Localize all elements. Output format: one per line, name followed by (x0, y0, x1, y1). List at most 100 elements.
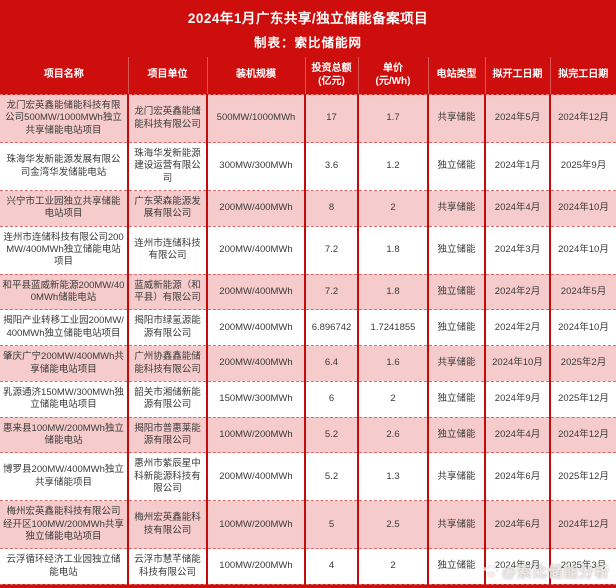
column-header-scale: 装机规模 (207, 57, 306, 95)
cell-investment: 7.2 (305, 226, 359, 275)
cell-completion-date: 2025年3月 (550, 548, 616, 585)
cell-project-name: 连州市连储科技有限公司200MW/400MWh独立储能电站项目 (0, 226, 129, 275)
cell-project-unit: 广州协鑫鑫能储能科技有限公司 (128, 345, 208, 382)
cell-unit-price: 1.7241855 (358, 309, 429, 347)
table-row: 惠来县100MW/200MWh独立储能电站 揭阳市普惠莱能源有限公司 100MW/2… (0, 417, 616, 454)
cell-project-name: 珠海华发新能源发展有限公司金湾华发储能电站 (0, 142, 129, 192)
cell-project-unit: 蓝威新能源（和平县）有限公司 (128, 274, 208, 311)
cell-installed-scale: 200MW/400MWh (207, 452, 306, 502)
cell-station-type: 共享储能 (428, 190, 486, 227)
cell-project-unit: 梅州宏英鑫能科技有限公司 (128, 500, 208, 550)
page-subtitle: 制表：索比储能网 (253, 35, 362, 50)
column-header-end: 拟完工日期 (550, 57, 616, 95)
cell-investment: 5.2 (305, 417, 359, 454)
cell-project-name: 肇庆广宁200MW/400MWh共享储能电站项目 (0, 345, 129, 382)
cell-start-date: 2024年6月 (485, 500, 551, 550)
table-row: 肇庆广宁200MW/400MWh共享储能电站项目 广州协鑫鑫能储能科技有限公司 20… (0, 345, 616, 382)
column-header-unit: 项目单位 (128, 57, 208, 95)
cell-project-unit: 珠海华发新能源建设运营有限公司 (128, 142, 208, 192)
cell-installed-scale: 200MW/400MWh (207, 309, 306, 347)
cell-completion-date: 2024年12月 (550, 94, 616, 144)
cell-project-unit: 广东荣森能源发展有限公司 (128, 190, 208, 227)
cell-unit-price: 1.8 (358, 274, 429, 311)
cell-project-unit: 龙门宏英鑫能储能科技有限公司 (128, 94, 208, 144)
table-row: 云浮循环经济工业园独立储能电站 云浮市慧芊储能科技有限公司 100MW/200MWh… (0, 548, 616, 585)
cell-completion-date: 2025年2月 (550, 345, 616, 382)
column-header-type: 电站类型 (428, 57, 486, 95)
cell-station-type: 共享储能 (428, 345, 486, 382)
cell-installed-scale: 200MW/400MWh (207, 345, 306, 382)
cell-unit-price: 1.3 (358, 452, 429, 502)
cell-completion-date: 2024年5月 (550, 274, 616, 311)
cell-completion-date: 2024年10月 (550, 226, 616, 275)
cell-installed-scale: 100MW/200MWh (207, 417, 306, 454)
projects-table: 项目名称 项目单位 装机规模 投资总额 (亿元) 单价 (元/Wh) 电站类型 拟开工日期 拟完工… (0, 57, 616, 585)
table-row: 乳源通济150MW/300MWh独立储能电站项目 韶关市湘储新能源有限公司 150M… (0, 381, 616, 418)
table-row: 龙门宏英鑫能储能科技有限公司500MW/1000MWh独立共享储能电站项目 龙门宏… (0, 94, 616, 144)
cell-start-date: 2024年10月 (485, 345, 551, 382)
cell-investment: 7.2 (305, 274, 359, 311)
cell-unit-price: 2 (358, 190, 429, 227)
cell-station-type: 独立储能 (428, 309, 486, 347)
table-row: 连州市连储科技有限公司200MW/400MWh独立储能电站项目 连州市连储科技有限… (0, 226, 616, 275)
cell-start-date: 2024年2月 (485, 309, 551, 347)
cell-project-unit: 揭阳市普惠莱能源有限公司 (128, 417, 208, 454)
cell-station-type: 独立储能 (428, 274, 486, 311)
cell-investment: 5 (305, 500, 359, 550)
cell-project-name: 和平县蓝威新能源200MW/400MWh储能电站 (0, 274, 129, 311)
column-header-price: 单价 (元/Wh) (358, 57, 429, 95)
cell-investment: 3.6 (305, 142, 359, 192)
cell-installed-scale: 500MW/1000MWh (207, 94, 306, 144)
cell-unit-price: 1.7 (358, 94, 429, 144)
cell-station-type: 独立储能 (428, 381, 486, 418)
cell-installed-scale: 200MW/400MWh (207, 190, 306, 227)
cell-project-unit: 揭阳市绿氢源能源有限公司 (128, 309, 208, 347)
cell-station-type: 独立储能 (428, 548, 486, 585)
table-row: 兴宁市工业园独立共享储能电站项目 广东荣森能源发展有限公司 200MW/400MWh… (0, 190, 616, 227)
cell-start-date: 2024年4月 (485, 417, 551, 454)
table-row: 梅州宏英鑫能科技有限公司经开区100MW/200MWh共享独立储能电站项目 梅州宏… (0, 500, 616, 550)
cell-station-type: 共享储能 (428, 500, 486, 550)
cell-start-date: 2024年3月 (485, 226, 551, 275)
cell-unit-price: 1.8 (358, 226, 429, 275)
cell-unit-price: 2.6 (358, 417, 429, 454)
cell-completion-date: 2024年12月 (550, 500, 616, 550)
cell-investment: 6 (305, 381, 359, 418)
cell-unit-price: 1.2 (358, 142, 429, 192)
table-row: 和平县蓝威新能源200MW/400MWh储能电站 蓝威新能源（和平县）有限公司 20… (0, 274, 616, 311)
cell-project-unit: 云浮市慧芊储能科技有限公司 (128, 548, 208, 585)
table-row: 揭阳产业转移工业园200MW/400MWh独立储能电站项目 揭阳市绿氢源能源有限公… (0, 309, 616, 347)
cell-project-unit: 惠州市紫辰星中科新能源科技有限公司 (128, 452, 208, 502)
column-header-name: 项目名称 (0, 57, 129, 95)
cell-station-type: 独立储能 (428, 142, 486, 192)
cell-unit-price: 2 (358, 548, 429, 585)
cell-installed-scale: 300MW/300MWh (207, 142, 306, 192)
cell-unit-price: 2 (358, 381, 429, 418)
cell-station-type: 独立储能 (428, 226, 486, 275)
cell-investment: 8 (305, 190, 359, 227)
cell-start-date: 2024年5月 (485, 94, 551, 144)
cell-project-name: 云浮循环经济工业园独立储能电站 (0, 548, 129, 585)
cell-installed-scale: 100MW/200MWh (207, 500, 306, 550)
cell-investment: 5.2 (305, 452, 359, 502)
report-header: 2024年1月广东共享/独立储能备案项目 制表：索比储能网 (0, 0, 616, 57)
cell-start-date: 2024年9月 (485, 381, 551, 418)
cell-project-name: 龙门宏英鑫能储能科技有限公司500MW/1000MWh独立共享储能电站项目 (0, 94, 129, 144)
cell-completion-date: 2024年10月 (550, 309, 616, 347)
cell-investment: 17 (305, 94, 359, 144)
cell-unit-price: 2.5 (358, 500, 429, 550)
cell-start-date: 2024年1月 (485, 142, 551, 192)
cell-installed-scale: 150MW/300MWh (207, 381, 306, 418)
cell-station-type: 共享储能 (428, 94, 486, 144)
table-header-row: 项目名称 项目单位 装机规模 投资总额 (亿元) 单价 (元/Wh) 电站类型 拟开工日期 拟完工… (0, 57, 616, 95)
cell-completion-date: 2024年10月 (550, 190, 616, 227)
cell-station-type: 共享储能 (428, 452, 486, 502)
cell-project-name: 兴宁市工业园独立共享储能电站项目 (0, 190, 129, 227)
cell-completion-date: 2025年12月 (550, 381, 616, 418)
cell-completion-date: 2025年9月 (550, 142, 616, 192)
cell-project-name: 博罗县200MW/400MWh独立共享储能项目 (0, 452, 129, 502)
cell-investment: 4 (305, 548, 359, 585)
table-row: 珠海华发新能源发展有限公司金湾华发储能电站 珠海华发新能源建设运营有限公司 300M… (0, 142, 616, 192)
cell-unit-price: 1.6 (358, 345, 429, 382)
